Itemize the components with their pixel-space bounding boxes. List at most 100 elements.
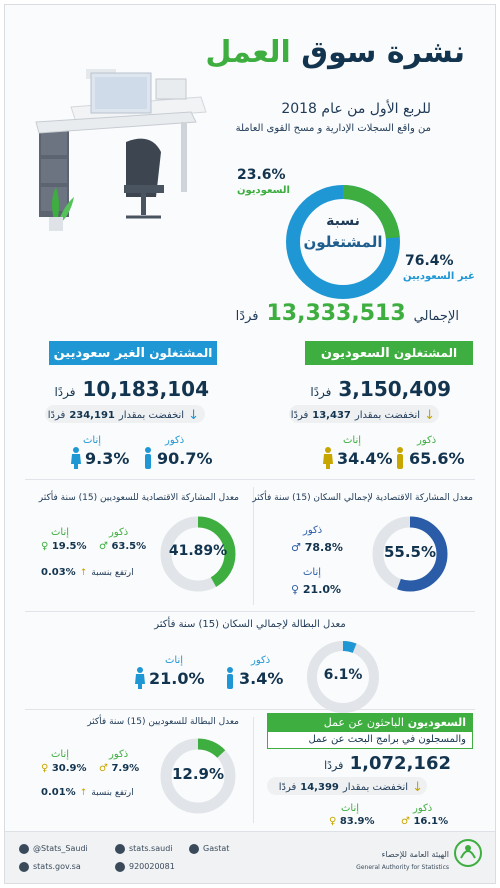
instagram-icon — [115, 844, 125, 854]
twitter-link[interactable]: @Stats_Saudi — [33, 844, 88, 853]
js-female-pct: ♀ 83.9% — [329, 816, 375, 827]
unemployment-saudi-value: 12.9% — [171, 765, 225, 783]
participation-total-title: معدل المشاركة الاقتصادية لإجمالي السكان … — [252, 493, 473, 503]
total-label: الإجمالي — [413, 309, 459, 324]
saudi-header-emph: السعوديون — [320, 345, 390, 361]
ut-male-label: ذكور — [251, 655, 271, 666]
unemployment-total-value: 6.1% — [323, 667, 363, 683]
nonsaudi-change-value: 234,191 — [69, 410, 115, 421]
ut-female-label: إناث — [165, 655, 184, 666]
us-female-label: إناث — [51, 749, 70, 760]
ps-male-pct: ♂ 63.5% — [99, 541, 146, 552]
saudi-employed-value: 3,150,409 فردًا — [310, 377, 451, 401]
nonsaudi-employed-value: 10,183,104 فردًا — [54, 377, 209, 401]
arrow-up-icon: ↑ — [79, 787, 88, 798]
unemployment-total-title: معدل البطالة لإجمالي السكان (15) سنة فأك… — [154, 619, 346, 630]
pt-female-pct: ♀ 21.0% — [291, 583, 341, 596]
arrow-down-icon: ↓ — [424, 408, 435, 423]
nonsaudi-value-unit: فردًا — [54, 385, 76, 399]
participation-saudi-ring — [160, 516, 236, 592]
ps-change: ارتفع بنسبة ↑ 0.03% — [41, 567, 134, 578]
nonsaudi-header-prefix: المشتغلون — [149, 346, 213, 360]
office-desk-illustration — [35, 69, 207, 231]
saudi-female-label: إناث — [343, 435, 362, 446]
title-green: العمل — [205, 35, 291, 70]
title-dark: نشرة سوق — [301, 35, 465, 70]
nonsaudi-employed-header: المشتغلون الغير سعوديين — [49, 341, 217, 365]
js-female-label: إناث — [341, 803, 360, 814]
ps-male-label: ذكور — [109, 527, 129, 538]
us-female-value: 30.9% — [51, 763, 87, 774]
female-icon — [135, 667, 145, 689]
js-change-unit: فردًا — [278, 782, 297, 793]
nonsaudi-male-pct: 90.7% — [157, 449, 213, 468]
section-divider — [25, 479, 475, 480]
nonsaudi-female-pct: 9.3% — [85, 449, 130, 468]
arrow-down-icon: ↓ — [412, 780, 423, 795]
unemployment-saudi-ring — [160, 738, 236, 814]
snapchat-icon — [189, 844, 199, 854]
nonsaudi-change-pill — [45, 405, 205, 423]
us-female-pct: ♀ 30.9% — [41, 763, 87, 774]
participation-total-ring — [372, 516, 448, 592]
total-unit: فردًا — [235, 309, 259, 324]
js-female-value: 83.9% — [339, 816, 375, 827]
org-name-ar: الهيئة العامة للإحصاء — [381, 850, 449, 859]
snapchat-link[interactable]: Gastat — [203, 844, 230, 853]
female-icon — [323, 447, 333, 469]
ring-center-line2: المشتغلون — [303, 233, 383, 251]
participation-saudi-value: 41.89% — [168, 543, 228, 559]
unemployment-saudi-title: معدل البطالة للسعوديين (15) سنة فأكثر — [87, 717, 239, 727]
js-change-label: انخفضت بمقدار — [342, 782, 409, 793]
ps-female-label: إناث — [51, 527, 70, 538]
ut-female-pct: 21.0% — [149, 669, 205, 688]
source-subtitle: من واقع السجلات الإدارية و مسح القوى الع… — [235, 123, 431, 134]
globe-icon — [19, 862, 29, 872]
saudi-change: ↓ انخفضت بمقدار 13,437 فردًا — [291, 408, 435, 423]
female-icon: ♀ — [41, 763, 49, 774]
ut-male-pct: 3.4% — [239, 669, 284, 688]
pt-male-value: 78.8% — [304, 541, 343, 554]
saudi-employed-header: المشتغلون السعوديون — [305, 341, 473, 365]
job-seekers-header: السعوديون الباحثون عن عمل والمسجلون في ب… — [267, 713, 473, 749]
column-divider — [253, 487, 254, 605]
ring-value-arc — [307, 641, 379, 713]
js-male-label: ذكور — [413, 803, 433, 814]
nonsaudi-male-label: ذكور — [165, 435, 185, 446]
website-link[interactable]: stats.gov.sa — [33, 862, 81, 871]
saudi-change-label: انخفضت بمقدار — [354, 410, 421, 421]
js-male-value: 16.1% — [413, 816, 449, 827]
female-icon: ♀ — [329, 816, 337, 827]
male-icon — [227, 667, 233, 689]
column-divider — [253, 717, 254, 823]
gastat-logo-icon — [454, 839, 482, 867]
male-icon: ♂ — [99, 541, 108, 552]
job-seekers-value: 1,072,162 فردًا — [324, 753, 451, 774]
js-value-unit: فردًا — [324, 759, 344, 772]
male-icon: ♂ — [291, 541, 301, 554]
section-divider — [25, 709, 475, 710]
pt-female-label: إناث — [303, 567, 322, 578]
ring-value-arc — [372, 516, 448, 592]
js-change: ↓ انخفضت بمقدار 14,399 فردًا — [279, 780, 423, 795]
saudi-change-pill — [289, 405, 439, 423]
employed-ring-chart — [286, 185, 400, 299]
nonsaudi-header-emph: الغير سعوديين — [53, 345, 146, 361]
pt-male-label: ذكور — [303, 525, 323, 536]
infographic: نشرة سوق العمل للربع الأول من عام 2018 م… — [4, 4, 496, 884]
ps-male-value: 63.5% — [111, 541, 147, 552]
ps-female-pct: ♀ 19.5% — [41, 541, 87, 552]
female-icon — [71, 447, 81, 469]
job-seekers-line2: والمسجلون في برامج البحث عن عمل — [308, 734, 466, 745]
ps-female-value: 19.5% — [51, 541, 87, 552]
section-divider — [25, 611, 475, 612]
participation-saudi-title: معدل المشاركة الاقتصادية للسعوديين (15) … — [38, 493, 239, 503]
saudi-change-unit: فردًا — [290, 410, 309, 421]
job-seekers-emph: السعوديون — [407, 716, 466, 729]
us-male-label: ذكور — [109, 749, 129, 760]
female-icon: ♀ — [291, 583, 300, 596]
instagram-link[interactable]: stats.saudi — [129, 844, 173, 853]
nonsaudi-change-label: انخفضت بمقدار — [118, 410, 185, 421]
ring-saudi-arc — [286, 185, 400, 299]
saudi-value-unit: فردًا — [310, 385, 332, 399]
